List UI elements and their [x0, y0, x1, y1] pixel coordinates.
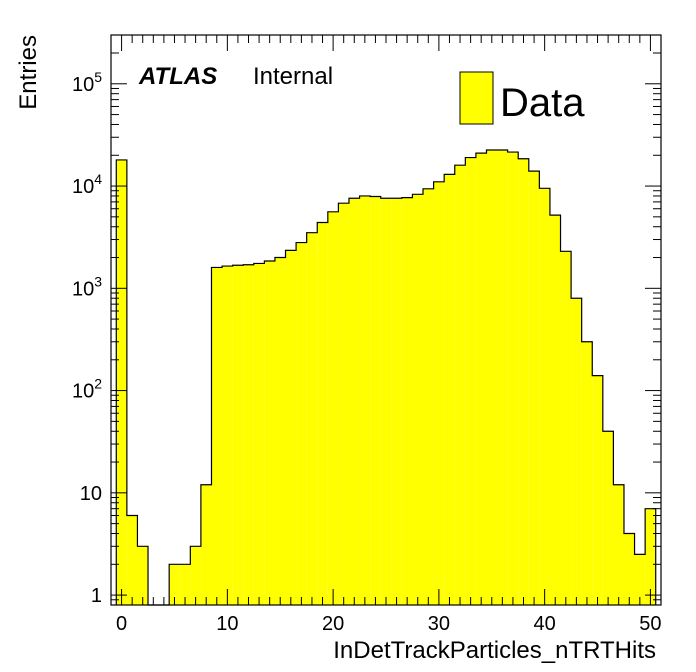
- x-tick-label: 20: [322, 613, 344, 635]
- histogram-bar: [370, 196, 381, 605]
- histogram-bar: [560, 251, 572, 606]
- histogram-bar: [634, 554, 646, 605]
- histogram-bar: [253, 263, 265, 605]
- y-tick-label: 10: [80, 483, 102, 505]
- histogram-bar: [486, 150, 498, 606]
- histogram-bar: [412, 194, 424, 605]
- histogram-bar: [433, 181, 445, 605]
- histogram-bar: [645, 508, 656, 605]
- x-axis-ticks: [110, 35, 662, 605]
- histogram-bar: [274, 257, 286, 605]
- y-tick-label: 103: [72, 273, 102, 300]
- y-axis-title: Entries: [15, 35, 42, 110]
- histogram-bar: [232, 265, 244, 605]
- y-axis-tick-labels: 1 10 102 103 104 105: [72, 69, 102, 607]
- x-tick-label: 0: [116, 613, 127, 635]
- histogram-bar: [581, 341, 593, 605]
- histogram-bar: [222, 266, 233, 605]
- x-axis-tick-labels: 0 10 20 30 40 50: [116, 613, 662, 635]
- histogram-bar: [327, 211, 339, 605]
- legend-swatch-data: [459, 71, 494, 125]
- histogram-bar: [613, 484, 624, 605]
- histogram-bar: [200, 484, 212, 605]
- histogram-bar: [306, 232, 318, 605]
- histogram-bar: [549, 215, 561, 605]
- legend-label-data: Data: [500, 81, 585, 125]
- histogram-bar: [391, 198, 402, 606]
- y-tick-label: 1: [91, 585, 102, 607]
- histogram-bar: [423, 188, 434, 605]
- histogram-bar: [602, 431, 614, 605]
- histogram-bar: [243, 264, 254, 605]
- histogram-bar: [211, 267, 223, 605]
- histogram-bar: [518, 158, 529, 605]
- x-tick-label: 40: [534, 613, 556, 635]
- histogram-bar: [444, 174, 455, 605]
- histogram-bar: [539, 188, 550, 605]
- histogram-bar: [179, 564, 191, 605]
- y-tick-label: 105: [72, 69, 102, 96]
- atlas-label: ATLAS: [138, 63, 217, 90]
- histogram-bar: [285, 250, 297, 605]
- histogram-bar: [497, 150, 508, 606]
- histogram-bar: [126, 515, 138, 605]
- histogram-bar: [380, 198, 392, 606]
- histogram-bar: [571, 298, 582, 605]
- histogram-bar: [137, 546, 149, 605]
- histogram-bar: [359, 195, 371, 605]
- histogram-bar: [475, 153, 487, 605]
- histogram-bar: [338, 203, 349, 606]
- histogram-bar: [401, 197, 413, 605]
- histogram-bar: [296, 242, 307, 606]
- y-tick-label: 102: [72, 376, 102, 403]
- x-tick-label: 50: [639, 613, 661, 635]
- histogram-bar: [454, 165, 466, 606]
- histogram-bar: [116, 159, 127, 605]
- y-axis-ticks: [111, 34, 661, 606]
- histogram-bar: [190, 546, 201, 605]
- x-tick-label: 30: [428, 613, 450, 635]
- histogram-bar: [264, 260, 275, 605]
- histogram-outline: [115, 149, 657, 606]
- histogram-bars: [116, 150, 656, 606]
- histogram-bar: [507, 152, 519, 605]
- histogram-bar: [465, 157, 476, 605]
- y-tick-label: 104: [72, 171, 102, 198]
- x-axis-title: InDetTrackParticles_nTRTHits: [333, 637, 656, 664]
- histogram-bar: [169, 564, 180, 605]
- histogram-bar: [317, 222, 328, 605]
- histogram-bar: [592, 375, 603, 605]
- histogram-bar: [528, 171, 540, 605]
- internal-label: Internal: [253, 63, 333, 90]
- histogram-bar: [348, 198, 360, 606]
- x-tick-label: 10: [216, 613, 238, 635]
- histogram-bar: [623, 533, 635, 605]
